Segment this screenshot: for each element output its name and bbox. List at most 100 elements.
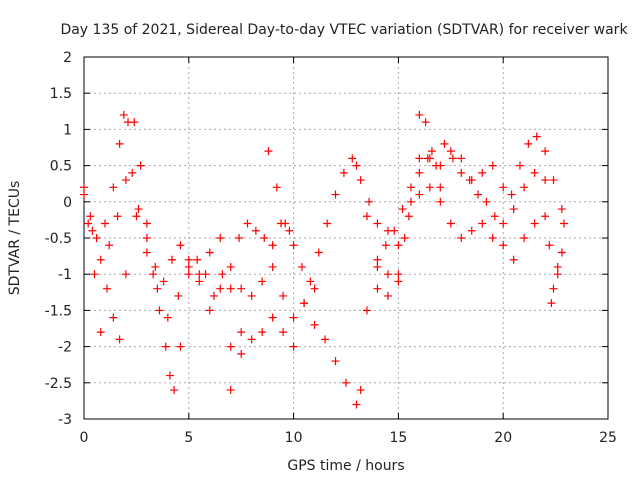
data-point <box>279 291 288 300</box>
data-point <box>163 313 172 322</box>
data-point <box>425 154 434 163</box>
data-point <box>251 226 260 235</box>
data-point <box>467 176 476 185</box>
data-point <box>356 386 365 395</box>
y-tick-label: -3 <box>58 412 72 428</box>
data-point <box>457 154 466 163</box>
data-point <box>258 277 267 286</box>
data-point <box>457 234 466 242</box>
data-point <box>549 176 558 185</box>
y-tick-labels: -3 -2.5 -2 -1.5 -1 -0.5 0 0.5 1 1.5 2 <box>45 50 72 428</box>
y-tick-label: -2 <box>58 340 72 356</box>
data-point <box>530 219 539 228</box>
data-point <box>515 161 524 170</box>
data-point <box>105 241 114 250</box>
data-point <box>342 378 350 387</box>
data-point <box>285 226 294 235</box>
data-point <box>176 241 185 250</box>
data-point <box>84 219 93 228</box>
chart-title: Day 135 of 2021, Sidereal Day-to-day VTE… <box>60 22 628 38</box>
data-point <box>132 212 141 221</box>
data-point <box>268 262 277 271</box>
data-point <box>100 219 109 228</box>
data-point <box>383 226 392 235</box>
data-point <box>184 255 193 264</box>
data-point <box>168 255 177 264</box>
data-point <box>115 335 124 344</box>
data-point <box>541 176 550 185</box>
data-point <box>549 284 558 293</box>
data-point <box>88 226 97 235</box>
data-point <box>383 291 392 300</box>
data-point <box>153 284 162 293</box>
data-point <box>507 190 516 199</box>
data-point <box>541 147 550 156</box>
data-point <box>289 313 298 322</box>
data-point <box>184 270 193 279</box>
y-axis-label: SDTVAR / TECUs <box>7 181 23 296</box>
data-point <box>142 219 151 228</box>
data-point <box>520 234 529 242</box>
y-tick-label: -2.5 <box>45 376 72 392</box>
y-tick-label: 2 <box>63 50 72 66</box>
data-point <box>96 328 105 337</box>
data-point <box>490 212 499 221</box>
data-point <box>289 241 298 250</box>
data-point <box>499 241 508 250</box>
data-point <box>237 328 246 337</box>
data-point <box>404 212 413 221</box>
data-point <box>142 234 151 242</box>
data-point <box>381 241 390 250</box>
data-point <box>373 284 382 293</box>
data-point <box>524 139 533 148</box>
data-point <box>226 284 235 293</box>
y-tick-label: -0.5 <box>45 231 72 247</box>
data-point <box>394 277 403 286</box>
data-point <box>297 262 306 271</box>
data-point <box>289 342 298 351</box>
data-point <box>436 183 445 192</box>
data-point <box>113 212 122 221</box>
data-point <box>553 262 562 271</box>
x-tick-label: 0 <box>80 430 89 446</box>
data-point <box>373 262 382 271</box>
x-tick-label: 5 <box>184 430 193 446</box>
data-point <box>109 313 118 322</box>
data-point <box>237 349 246 358</box>
data-point <box>193 255 202 264</box>
data-point <box>559 219 568 228</box>
data-point <box>243 219 252 228</box>
series-track-a <box>80 110 294 395</box>
data-point <box>557 248 566 257</box>
grid <box>84 57 608 419</box>
data-point <box>352 400 361 409</box>
data-point <box>436 197 445 206</box>
data-point <box>448 154 457 163</box>
data-point <box>306 277 315 286</box>
y-tick-label: -1 <box>58 267 72 283</box>
data-point <box>205 248 214 257</box>
data-point <box>174 291 183 300</box>
data-point <box>80 183 88 192</box>
y-tick-label: 0 <box>63 195 72 211</box>
series-track-h <box>352 118 445 300</box>
data-point <box>478 168 487 177</box>
data-point <box>509 255 518 264</box>
data-point <box>415 154 424 163</box>
data-point <box>398 205 407 214</box>
data-point <box>331 190 340 199</box>
data-point <box>281 219 290 228</box>
data-point <box>165 371 174 380</box>
data-point <box>226 342 235 351</box>
data-point <box>547 299 556 308</box>
data-point <box>499 183 508 192</box>
data-point <box>279 328 288 337</box>
series-track-c <box>84 212 246 351</box>
data-point <box>80 190 88 199</box>
y-tick-label: -1.5 <box>45 303 72 319</box>
data-point <box>119 110 128 119</box>
data-point <box>136 161 145 170</box>
data-point <box>205 306 214 315</box>
data-point <box>362 306 371 315</box>
data-point <box>226 262 235 271</box>
